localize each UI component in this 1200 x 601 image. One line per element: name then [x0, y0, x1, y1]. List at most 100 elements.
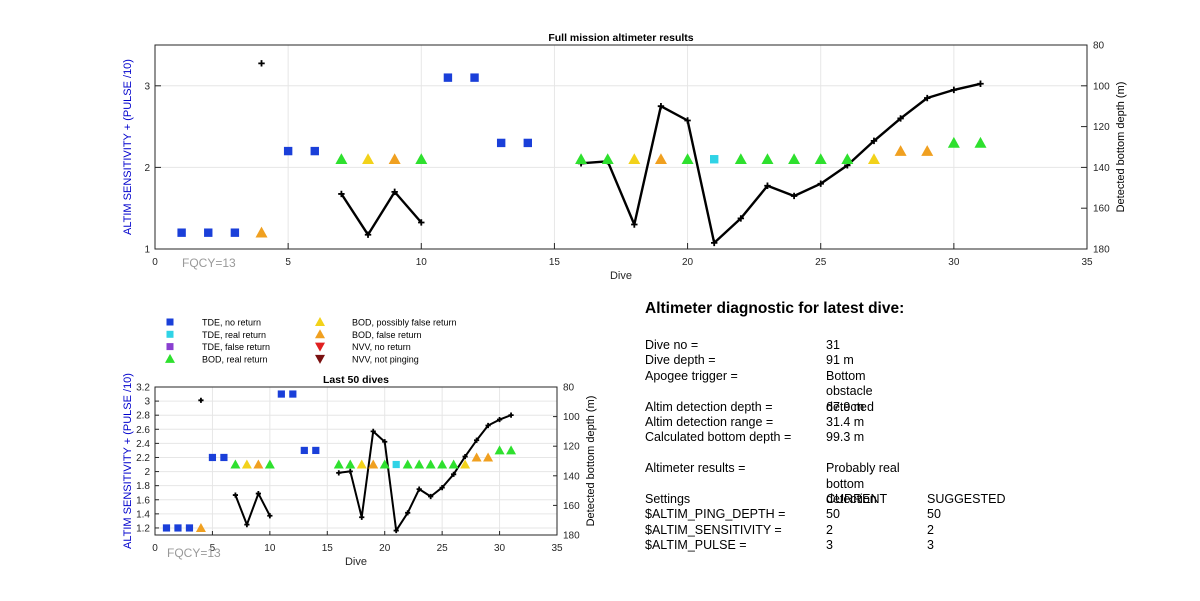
marker-bod-real-return	[437, 459, 448, 469]
y-tick-label: 1.4	[136, 509, 150, 520]
depth-point	[496, 416, 503, 423]
x-tick-label: 25	[437, 543, 449, 554]
depth-point	[439, 485, 445, 491]
depth-point	[474, 437, 480, 443]
altim-range-label: Altim detection range =	[645, 414, 774, 429]
x-tick-label: 35	[1081, 257, 1093, 268]
marker-bod-real-return	[788, 153, 801, 165]
marker-bod-real-return	[506, 445, 517, 455]
dive-depth-value: 91 m	[826, 353, 854, 368]
sensitivity-row: $ALTIM_SENSITIVITY = 2 2	[645, 522, 934, 538]
y-tick-label: 2.8	[136, 411, 150, 422]
y-axis-label: ALTIM SENSITIVITY + (PULSE /10)	[122, 373, 134, 549]
marker-bod-real-return	[575, 153, 588, 165]
marker-tde-real-return	[392, 460, 400, 469]
depth-point	[764, 182, 771, 189]
y-tick-label: 2.4	[136, 439, 150, 450]
altim-depth-label: Altim detection depth =	[645, 399, 773, 414]
ping-depth-suggested: 50	[927, 507, 941, 522]
depth-point	[244, 522, 250, 528]
pulse-suggested: 3	[927, 538, 934, 553]
marker-bod-real-return	[974, 136, 987, 148]
diagnostic-title: Altimeter diagnostic for latest dive:	[645, 300, 905, 317]
ping-depth-label: $ALTIM_PING_DEPTH =	[645, 507, 786, 522]
calc-depth-value: 99.3 m	[826, 430, 865, 445]
depth-point	[370, 428, 376, 434]
chart-title: Full mission altimeter results	[548, 32, 693, 44]
depth-point	[258, 60, 265, 67]
fqcy-annotation: FQCY=13	[167, 546, 221, 560]
depth-point	[338, 190, 345, 198]
depth-point	[405, 510, 411, 516]
depth-point	[359, 514, 365, 520]
sensitivity-current: 2	[826, 522, 833, 537]
y-tick-label: 1.8	[136, 481, 150, 492]
depth-point	[657, 103, 665, 110]
marker-bod-possibly-false	[460, 459, 471, 469]
depth-point	[347, 468, 353, 474]
marker-tde-no-return	[204, 228, 213, 237]
legend-label: BOD, real return	[202, 354, 268, 364]
depth-point	[817, 180, 824, 187]
marker-bod-real-return	[402, 459, 413, 469]
marker-tde-no-return	[208, 453, 217, 462]
calc-depth-label: Calculated bottom depth =	[645, 430, 792, 445]
depth-point	[198, 397, 204, 403]
dive-no-value: 31	[826, 338, 840, 352]
x-tick-label: 30	[948, 257, 960, 268]
legend-label: TDE, real return	[202, 330, 266, 340]
dive-no-label: Dive no =	[645, 338, 699, 352]
y2-tick-label: 80	[1093, 41, 1105, 52]
y-tick-label: 2.2	[136, 453, 150, 464]
y-tick-label: 3	[144, 81, 150, 92]
depth-point	[870, 137, 878, 145]
marker-bod-possibly-false	[628, 153, 641, 165]
settings-header-row: Settings CURRENT SUGGESTED	[645, 492, 1006, 507]
marker-bod-false-return	[654, 153, 667, 165]
legend-marker	[166, 330, 174, 338]
legend-label: NVV, not pinging	[352, 354, 419, 364]
marker-bod-false-return	[483, 452, 494, 462]
x-axis-label: Dive	[345, 556, 367, 568]
y2-tick-label: 180	[563, 531, 580, 542]
fqcy-annotation: FQCY=13	[182, 256, 236, 270]
marker-tde-no-return	[312, 446, 320, 455]
marker-tde-no-return	[443, 73, 453, 82]
marker-bod-real-return	[841, 153, 854, 165]
y2-tick-label: 140	[1093, 163, 1110, 174]
depth-point	[790, 192, 798, 200]
marker-tde-no-return	[289, 390, 297, 398]
plot-frame	[154, 386, 558, 536]
dive-depth-row: Dive depth = 91 m	[645, 353, 904, 368]
depth-point	[336, 470, 342, 476]
y2-axis-label: Detected bottom depth (m)	[585, 396, 597, 527]
legend-label: BOD, false return	[352, 330, 422, 340]
marker-bod-real-return	[345, 459, 356, 469]
depth-point	[924, 94, 931, 102]
marker-bod-real-return	[761, 153, 774, 165]
marker-bod-real-return	[494, 445, 505, 455]
depth-point	[267, 513, 273, 519]
y2-tick-label: 160	[1093, 204, 1110, 215]
y2-tick-label: 100	[1093, 81, 1110, 92]
legend-label: TDE, false return	[202, 342, 270, 352]
pulse-label: $ALTIM_PULSE =	[645, 538, 747, 553]
y-tick-label: 1.6	[136, 495, 150, 506]
x-tick-label: 0	[152, 543, 158, 554]
depth-line	[581, 82, 981, 245]
depth-point	[977, 80, 984, 87]
legend-label: TDE, no return	[202, 318, 261, 328]
plot-frame	[154, 44, 1088, 250]
marker-bod-real-return	[601, 153, 614, 165]
y-tick-label: 2	[144, 467, 150, 478]
x-tick-label: 35	[551, 543, 563, 554]
altim-depth-value: 67.9 m	[826, 399, 865, 414]
depth-point	[391, 188, 398, 196]
marker-bod-real-return	[947, 136, 960, 148]
y-tick-label: 3	[144, 397, 150, 408]
marker-bod-false-return	[388, 153, 401, 165]
marker-tde-no-return	[310, 146, 319, 156]
altim-range-value: 31.4 m	[826, 414, 865, 429]
depth-point	[364, 231, 372, 238]
